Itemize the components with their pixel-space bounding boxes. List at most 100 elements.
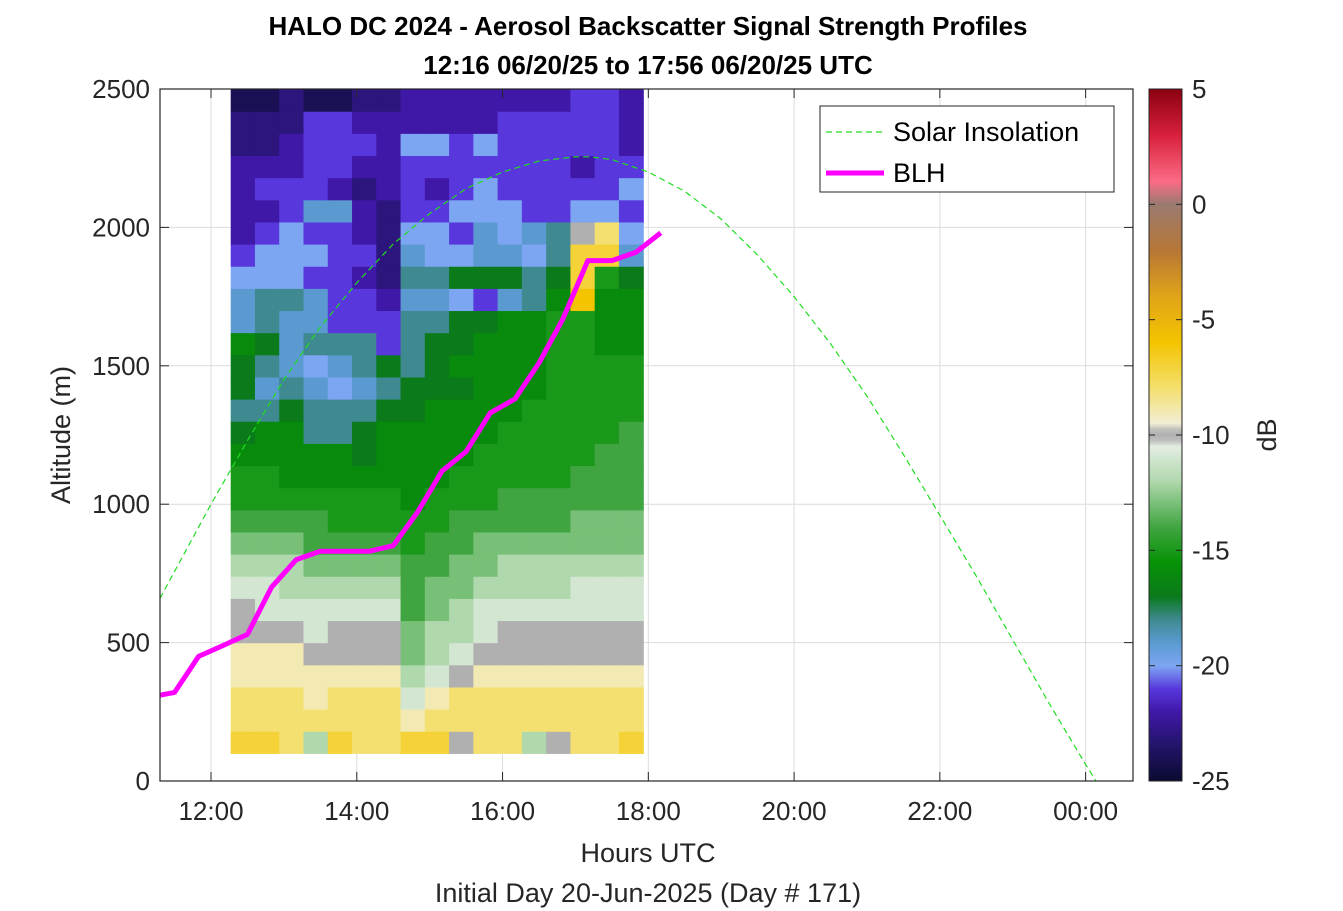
heatmap-cell	[449, 487, 474, 511]
colorbar-tick-label: -15	[1192, 535, 1230, 565]
heatmap-cell	[449, 133, 474, 157]
heatmap-cell	[546, 686, 572, 710]
heatmap-cell	[254, 177, 280, 201]
heatmap-cell	[230, 332, 256, 356]
x-tick-label: 00:00	[1053, 796, 1118, 826]
heatmap-cell	[618, 421, 644, 444]
heatmap-cell	[570, 642, 596, 666]
heatmap-cell	[497, 554, 523, 577]
heatmap-cell	[546, 376, 572, 400]
heatmap-cell	[376, 288, 402, 312]
heatmap-cell	[594, 642, 620, 666]
heatmap-cell	[546, 531, 572, 555]
heatmap-cell	[449, 554, 474, 577]
heatmap-cell	[594, 576, 620, 599]
heatmap-cell	[424, 221, 450, 245]
heatmap-cell	[230, 554, 256, 577]
chart-title: HALO DC 2024 - Aerosol Backscatter Signa…	[268, 11, 1027, 41]
heatmap-cell	[230, 709, 256, 732]
heatmap-cell	[570, 376, 596, 400]
x-tick-label: 14:00	[324, 796, 389, 826]
axes-frame	[159, 88, 1134, 782]
heatmap-cell	[230, 576, 256, 599]
heatmap-cell	[521, 554, 547, 577]
heatmap-cell	[254, 709, 280, 732]
heatmap-cell	[570, 620, 596, 644]
heatmap-cell	[473, 332, 499, 356]
heatmap-cell	[473, 266, 499, 289]
heatmap-cell	[400, 244, 426, 267]
x-tick-label: 12:00	[178, 796, 243, 826]
y-tick-label: 1500	[92, 351, 150, 381]
heatmap-cell	[376, 89, 402, 112]
heatmap-cell	[424, 199, 450, 223]
heatmap-cell	[327, 421, 353, 444]
heatmap-cell	[594, 664, 620, 688]
heatmap-cell	[546, 399, 572, 422]
heatmap-cell	[376, 598, 402, 622]
heatmap-cell	[279, 332, 305, 356]
heatmap-cell	[400, 709, 426, 732]
heatmap-cell	[327, 620, 353, 644]
heatmap-cell	[618, 443, 644, 467]
heatmap-cell	[570, 664, 596, 688]
colorbar-tick-label: 0	[1192, 189, 1206, 219]
heatmap-cell	[546, 421, 572, 444]
heatmap-cell	[473, 509, 499, 533]
heatmap-cell	[449, 421, 474, 444]
heatmap-cell	[352, 288, 377, 312]
heatmap-cell	[230, 465, 256, 489]
y-tick-label: 2500	[92, 74, 150, 104]
heatmap-cell	[230, 221, 256, 245]
heatmap-cell	[254, 199, 280, 223]
heatmap-cell	[279, 111, 305, 134]
heatmap-cell	[254, 111, 280, 134]
heatmap-cell	[570, 576, 596, 599]
heatmap-cell	[303, 266, 329, 289]
heatmap-cell	[327, 155, 353, 179]
heatmap-cell	[473, 709, 499, 732]
heatmap-cell	[327, 266, 353, 289]
heatmap-cell	[352, 354, 377, 378]
heatmap-cell	[497, 332, 523, 356]
heatmap-cell	[594, 111, 620, 134]
heatmap-cell	[594, 554, 620, 577]
heatmap-cell	[594, 620, 620, 644]
heatmap-cell	[303, 709, 329, 732]
heatmap-cell	[521, 310, 547, 334]
x-tick-label: 16:00	[470, 796, 535, 826]
colorbar-tick-label: -25	[1192, 766, 1230, 796]
heatmap-cell	[400, 620, 426, 644]
heatmap-cell	[254, 89, 280, 112]
heatmap-cell	[424, 554, 450, 577]
heatmap-cell	[618, 354, 644, 378]
heatmap-cell	[424, 288, 450, 312]
heatmap-cell	[279, 354, 305, 378]
heatmap-cell	[352, 199, 377, 223]
heatmap-cell	[376, 199, 402, 223]
heatmap-cell	[327, 576, 353, 599]
heatmap-cell	[618, 509, 644, 533]
heatmap-cell	[546, 244, 572, 267]
heatmap-cell	[594, 709, 620, 732]
heatmap-cell	[230, 487, 256, 511]
heatmap-cell	[400, 576, 426, 599]
heatmap-cell	[230, 177, 256, 201]
heatmap-cell	[618, 664, 644, 688]
heatmap-cell	[400, 731, 426, 754]
heatmap-cell	[230, 133, 256, 157]
heatmap-cell	[424, 664, 450, 688]
y-tick-label: 2000	[92, 212, 150, 242]
heatmap-cell	[570, 531, 596, 555]
heatmap-cell	[230, 664, 256, 688]
heatmap-cell	[230, 354, 256, 378]
heatmap-cell	[303, 399, 329, 422]
heatmap-cell	[473, 487, 499, 511]
heatmap-cell	[303, 111, 329, 134]
heatmap-cell	[497, 288, 523, 312]
heatmap-cell	[473, 221, 499, 245]
heatmap-cell	[570, 332, 596, 356]
heatmap-cell	[254, 421, 280, 444]
heatmap-cell	[521, 266, 547, 289]
heatmap-cell	[400, 133, 426, 157]
